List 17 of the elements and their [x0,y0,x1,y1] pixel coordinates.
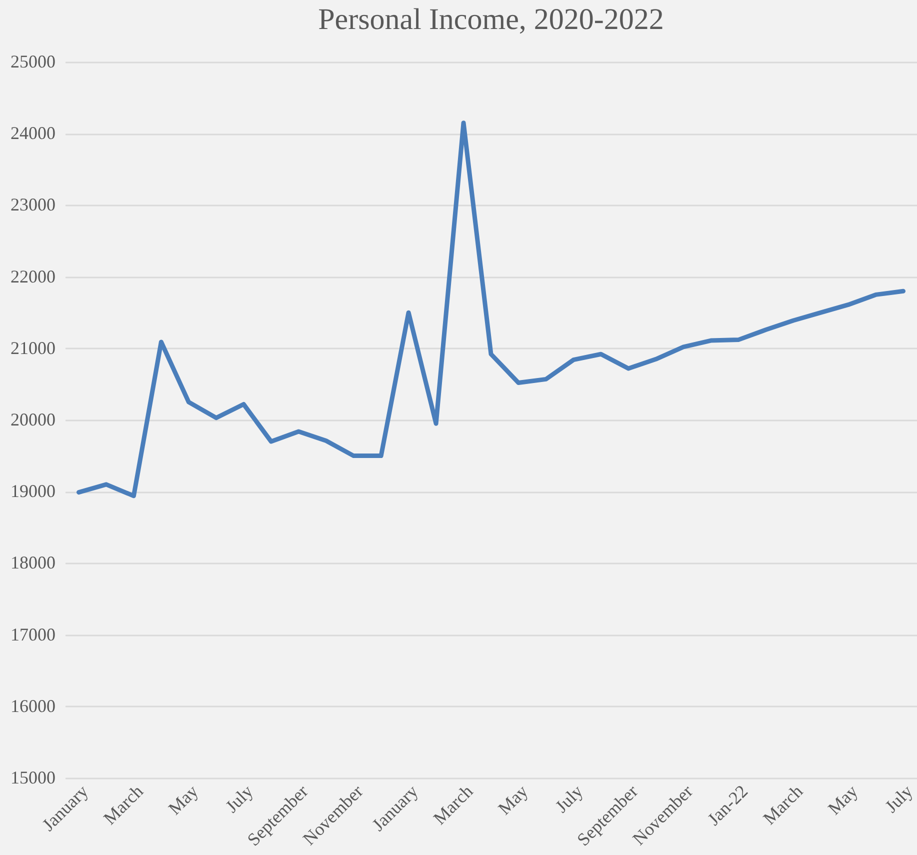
x-tick-label: July [881,781,916,816]
y-tick-label: 16000 [10,696,56,716]
x-tick-label: May [494,781,532,819]
y-tick-label: 20000 [10,410,56,430]
y-tick-label: 22000 [10,266,56,286]
y-tick-label: 19000 [10,481,56,502]
x-tick-label: May [164,781,202,819]
y-tick-label: 21000 [10,338,56,358]
y-tick-label: 25000 [10,52,56,72]
line-series [76,120,906,498]
y-tick-label: 24000 [10,123,56,144]
chart-title: Personal Income, 2020-2022 [318,3,664,36]
y-tick-label: 23000 [10,194,56,215]
y-tick-label: 18000 [10,552,56,573]
y-tick-label: 15000 [10,768,56,788]
y-tick-label: 17000 [10,624,56,644]
x-tick-label: May [824,781,862,819]
